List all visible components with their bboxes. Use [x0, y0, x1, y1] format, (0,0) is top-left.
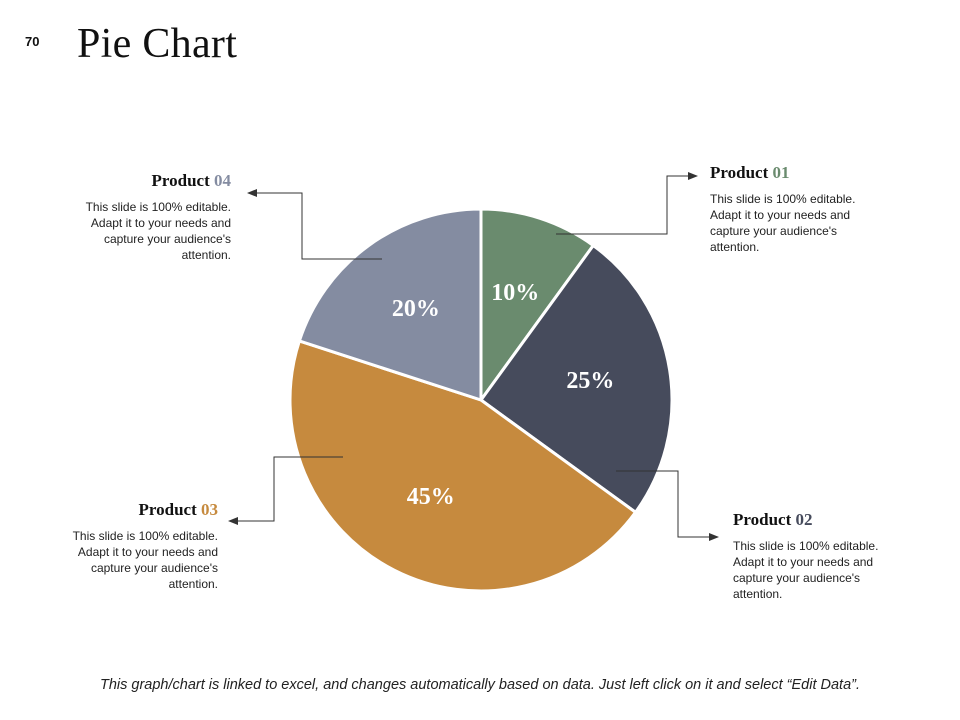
slice-label-product-04: 20%	[392, 296, 440, 322]
product-02-description: This slide is 100% editable. Adapt it to…	[733, 539, 879, 601]
product-01-heading: Product 01	[710, 163, 885, 183]
pie-slice-product-02[interactable]	[479, 243, 674, 514]
product-01-description: This slide is 100% editable. Adapt it to…	[710, 192, 856, 254]
slice-label-product-01: 10%	[491, 280, 539, 306]
slide-number: 70	[25, 34, 40, 49]
product-01-callout: Product 01 This slide is 100% editable. …	[710, 163, 885, 255]
product-01-number: 01	[772, 163, 790, 182]
product-04-number: 04	[214, 171, 231, 190]
pie-slice-product-03[interactable]	[288, 339, 638, 593]
connector-product-02	[616, 470, 719, 541]
product-02-callout: Product 02 This slide is 100% editable. …	[733, 510, 908, 602]
pie-slice-product-01[interactable]	[479, 207, 595, 402]
product-03-heading: Product 03	[42, 500, 219, 520]
slice-label-product-03: 45%	[407, 484, 455, 510]
product-04-word: Product	[151, 171, 210, 190]
product-02-word: Product	[733, 510, 792, 529]
footer-note: This graph/chart is linked to excel, and…	[99, 677, 861, 693]
product-02-heading: Product 02	[733, 510, 908, 530]
product-04-heading: Product 04	[55, 171, 232, 191]
product-03-word: Product	[138, 500, 197, 519]
connector-product-01	[556, 172, 698, 235]
connector-product-03	[228, 456, 343, 525]
product-01-word: Product	[710, 163, 769, 182]
product-03-callout: Product 03 This slide is 100% editable. …	[42, 500, 218, 592]
product-02-number: 02	[795, 510, 813, 529]
connector-product-04	[247, 189, 382, 260]
product-04-description: This slide is 100% editable. Adapt it to…	[85, 200, 231, 262]
product-03-number: 03	[201, 500, 218, 519]
page-title: Pie Chart	[77, 21, 238, 67]
pie-slice-product-04[interactable]	[297, 207, 483, 402]
product-03-description: This slide is 100% editable. Adapt it to…	[72, 529, 218, 591]
slice-label-product-02: 25%	[566, 368, 614, 394]
product-04-callout: Product 04 This slide is 100% editable. …	[55, 171, 231, 263]
